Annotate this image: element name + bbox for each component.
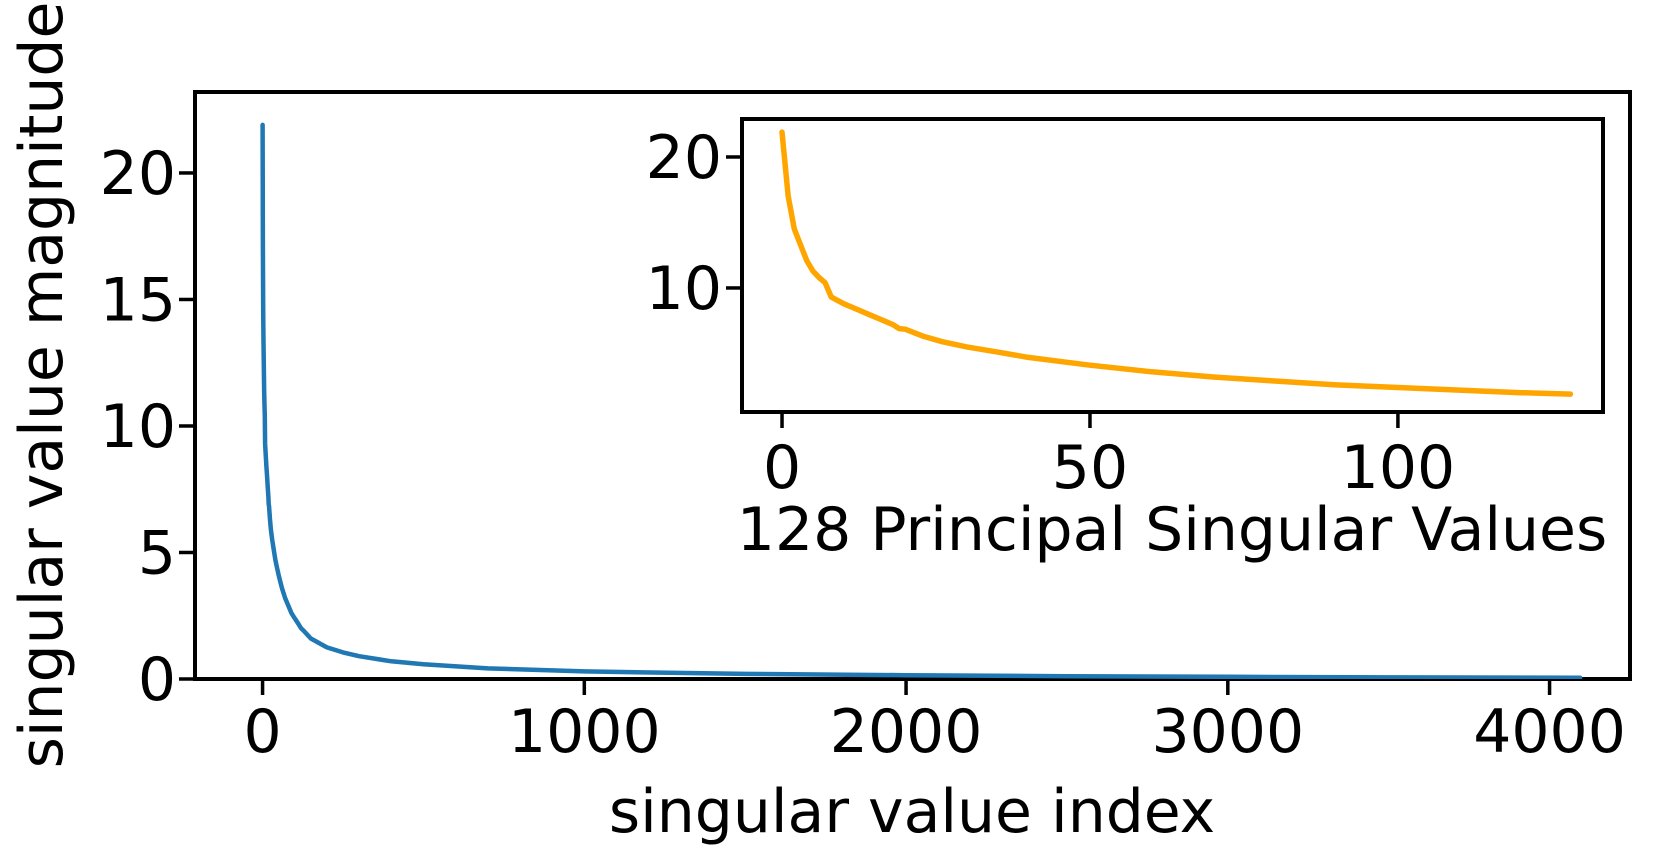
main-x-tick-label: 1000 xyxy=(508,697,661,767)
inset-x-axis-ticks: 0 50 100 xyxy=(763,412,1455,503)
main-y-tick-label: 15 xyxy=(100,265,176,335)
main-y-tick-label: 5 xyxy=(138,518,176,588)
main-x-axis-label: singular value index xyxy=(609,777,1215,847)
inset-plot-area xyxy=(740,117,1605,414)
main-x-tick-label: 4000 xyxy=(1473,697,1626,767)
main-x-tick-label: 3000 xyxy=(1151,697,1304,767)
main-plot-clip-group xyxy=(260,122,1583,679)
inset-y-tick-label: 10 xyxy=(646,254,722,324)
main-y-axis-ticks: 0 5 10 15 20 xyxy=(100,139,195,715)
inset-singular-values-line xyxy=(779,129,1574,397)
main-singular-values-line xyxy=(260,122,1583,679)
main-x-axis-ticks: 0 1000 2000 3000 4000 xyxy=(243,679,1626,767)
main-y-tick-label: 0 xyxy=(138,645,176,715)
main-y-axis-label: singular value magnitude xyxy=(7,2,77,769)
main-plot-area xyxy=(193,90,1632,681)
main-y-tick-label: 10 xyxy=(100,392,176,462)
main-y-tick-label: 20 xyxy=(100,139,176,209)
main-x-tick-label: 2000 xyxy=(830,697,983,767)
inset-y-tick-label: 20 xyxy=(646,123,722,193)
inset-plot-clip-group xyxy=(779,129,1574,397)
main-x-tick-label: 0 xyxy=(243,697,281,767)
inset-x-axis-label: 128 Principal Singular Values xyxy=(737,495,1607,565)
inset-x-tick-label: 0 xyxy=(763,433,801,503)
inset-plot-background xyxy=(742,119,1603,412)
inset-x-tick-label: 100 xyxy=(1341,433,1456,503)
inset-x-tick-label: 50 xyxy=(1052,433,1128,503)
